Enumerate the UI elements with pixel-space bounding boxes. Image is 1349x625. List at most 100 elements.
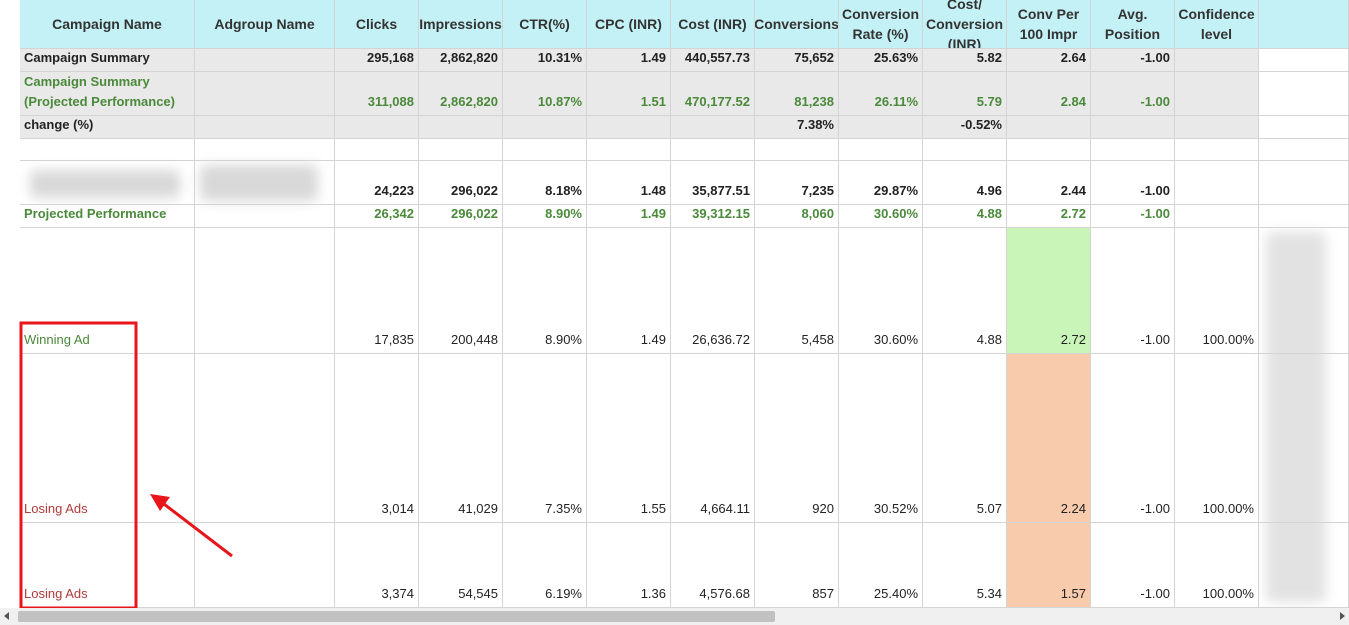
- table-cell: -1.00: [1091, 228, 1175, 354]
- column-header: Impressions: [419, 0, 503, 49]
- column-header: CTR(%): [503, 0, 587, 49]
- table-cell: [1259, 354, 1349, 523]
- table-cell: 2,862,820: [419, 72, 503, 116]
- table-cell: 311,088: [335, 72, 419, 116]
- table-cell: 26.11%: [839, 72, 923, 116]
- column-header: Campaign Name: [20, 0, 195, 49]
- table-cell: [335, 116, 419, 139]
- table-cell: 1.57: [1007, 523, 1091, 608]
- table-cell: 4.88: [923, 228, 1007, 354]
- table-cell: 1.48: [587, 161, 671, 205]
- table-cell: [1175, 139, 1259, 161]
- table-cell: [419, 116, 503, 139]
- table-cell: -1.00: [1091, 161, 1175, 205]
- column-header: Clicks: [335, 0, 419, 49]
- table-cell: 35,877.51: [671, 161, 755, 205]
- column-header: Conversion Rate (%): [839, 0, 923, 49]
- table-cell: 100.00%: [1175, 354, 1259, 523]
- table-cell: 30.60%: [839, 228, 923, 354]
- table-cell: 75,652: [755, 49, 839, 72]
- table-cell: [20, 161, 195, 205]
- table-cell: 5.34: [923, 523, 1007, 608]
- table-cell: [1007, 139, 1091, 161]
- table-cell: 8,060: [755, 205, 839, 228]
- table-cell: [1259, 72, 1349, 116]
- table-cell: 2.72: [1007, 205, 1091, 228]
- table-cell: [503, 139, 587, 161]
- table-cell: 2.24: [1007, 354, 1091, 523]
- table-cell: 4.96: [923, 161, 1007, 205]
- column-header: CPC (INR): [587, 0, 671, 49]
- column-header: [1259, 0, 1349, 49]
- table-cell: 7,235: [755, 161, 839, 205]
- table-cell: [195, 161, 335, 205]
- table-cell: Losing Ads: [20, 354, 195, 523]
- table-cell: [419, 139, 503, 161]
- table-cell: Losing Ads: [20, 523, 195, 608]
- table-cell: 2.84: [1007, 72, 1091, 116]
- scroll-right[interactable]: [1340, 612, 1345, 620]
- table-cell: 1.51: [587, 72, 671, 116]
- table-cell: 10.31%: [503, 49, 587, 72]
- table-cell: Campaign Summary (Projected Performance): [20, 72, 195, 116]
- table-cell: 54,545: [419, 523, 503, 608]
- table-cell: [1175, 161, 1259, 205]
- table-cell: [1007, 116, 1091, 139]
- table-cell: change (%): [20, 116, 195, 139]
- table-cell: 41,029: [419, 354, 503, 523]
- table-cell: [1259, 139, 1349, 161]
- table-cell: -1.00: [1091, 49, 1175, 72]
- table-cell: 8.90%: [503, 228, 587, 354]
- table-cell: 1.36: [587, 523, 671, 608]
- blurred-text: [1266, 232, 1326, 602]
- table-cell: [503, 116, 587, 139]
- table-cell: 470,177.52: [671, 72, 755, 116]
- table-cell: 39,312.15: [671, 205, 755, 228]
- table-cell: [587, 139, 671, 161]
- scrollbar-thumb[interactable]: [18, 611, 775, 622]
- table-cell: 25.40%: [839, 523, 923, 608]
- table-cell: -1.00: [1091, 205, 1175, 228]
- table-cell: 10.87%: [503, 72, 587, 116]
- table-cell: [755, 139, 839, 161]
- table-cell: Projected Performance: [20, 205, 195, 228]
- column-header: Confidence level: [1175, 0, 1259, 49]
- blurred-text: [200, 165, 318, 201]
- table-cell: [1175, 72, 1259, 116]
- table-cell: [1259, 49, 1349, 72]
- table-cell: 296,022: [419, 161, 503, 205]
- table-cell: 4,576.68: [671, 523, 755, 608]
- column-header: Adgroup Name: [195, 0, 335, 49]
- table-cell: 17,835: [335, 228, 419, 354]
- table-cell: 2.72: [1007, 228, 1091, 354]
- table-cell: 295,168: [335, 49, 419, 72]
- table-cell: 2,862,820: [419, 49, 503, 72]
- table-cell: 100.00%: [1175, 523, 1259, 608]
- table-cell: Winning Ad: [20, 228, 195, 354]
- column-header: Avg. Position: [1091, 0, 1175, 49]
- scrollbar[interactable]: [0, 608, 1349, 625]
- table-cell: 8.90%: [503, 205, 587, 228]
- table-cell: [1259, 205, 1349, 228]
- table-cell: [195, 139, 335, 161]
- table-cell: 81,238: [755, 72, 839, 116]
- table-cell: [195, 523, 335, 608]
- table-cell: 3,014: [335, 354, 419, 523]
- table-cell: 7.38%: [755, 116, 839, 139]
- table-cell: [923, 139, 1007, 161]
- table-cell: [839, 116, 923, 139]
- table-cell: 4,664.11: [671, 354, 755, 523]
- column-header: Conv Per 100 Impr: [1007, 0, 1091, 49]
- table-cell: -1.00: [1091, 523, 1175, 608]
- table-cell: 6.19%: [503, 523, 587, 608]
- table-cell: 2.44: [1007, 161, 1091, 205]
- table-cell: [335, 139, 419, 161]
- table-cell: 5.07: [923, 354, 1007, 523]
- table-cell: 1.49: [587, 228, 671, 354]
- table-cell: 5.82: [923, 49, 1007, 72]
- table-cell: [1259, 161, 1349, 205]
- scroll-left[interactable]: [4, 612, 9, 620]
- table-cell: [587, 116, 671, 139]
- table-cell: [195, 354, 335, 523]
